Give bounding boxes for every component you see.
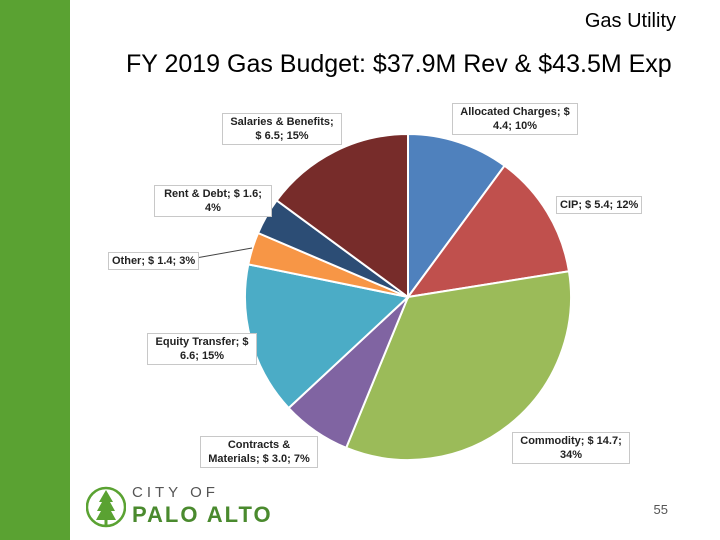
pie-slice-allocated-charges (407, 132, 506, 301)
pie-slice-cip (405, 164, 571, 299)
city-logo: CITY OF PALO ALTO (85, 484, 306, 530)
leader-line-other (195, 247, 253, 259)
slice-label-rent-debt: Rent & Debt; $ 1.6; 4% (154, 185, 272, 217)
chart-title: FY 2019 Gas Budget: $37.9M Rev & $43.5M … (126, 50, 672, 78)
page-number: 55 (653, 502, 668, 517)
slice-label-salaries-benefits: Salaries & Benefits; $ 6.5; 15% (222, 113, 342, 145)
section-title: Gas Utility (584, 10, 676, 32)
logo-city-text: CITY OF (132, 484, 219, 501)
tree-icon (85, 486, 127, 528)
slice-label-other: Other; $ 1.4; 3% (108, 252, 200, 270)
slice-label-contracts-materials: Contracts & Materials; $ 3.0; 7% (200, 436, 318, 468)
logo-name-text: PALO ALTO (132, 502, 273, 527)
pie-slice-salaries-benefits (275, 132, 409, 299)
slice-label-equity-transfer: Equity Transfer; $ 6.6; 15% (147, 333, 257, 365)
side-accent-bar (0, 0, 70, 540)
slice-label-commodity: Commodity; $ 14.7; 34% (512, 432, 630, 464)
slice-label-allocated-charges: Allocated Charges; $ 4.4; 10% (452, 103, 578, 135)
slice-label-cip: CIP; $ 5.4; 12% (556, 196, 643, 214)
pie-slice-commodity (344, 270, 572, 462)
